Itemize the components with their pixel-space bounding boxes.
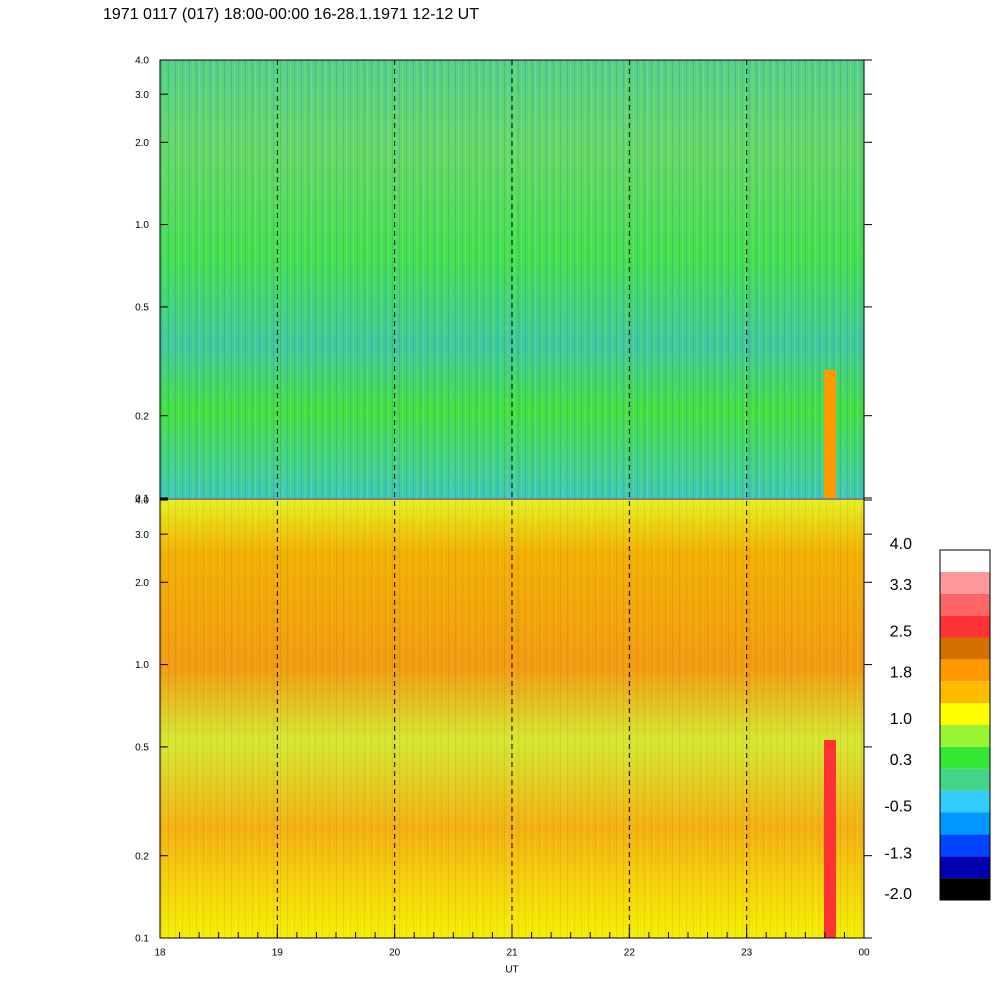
colorbar-tick-label: 2.5 <box>890 624 912 641</box>
colorbar-cell <box>940 725 990 747</box>
x-tick-label: 22 <box>624 948 636 959</box>
x-tick-label: 18 <box>154 948 166 959</box>
colorbar-cell <box>940 681 990 704</box>
y-tick-label: 0.2 <box>135 851 149 862</box>
colorbar-tick-label: 1.8 <box>890 665 912 682</box>
y-tick-label: 2.0 <box>135 138 149 149</box>
colorbar-tick-label: -0.5 <box>884 799 912 816</box>
colorbar-cell <box>940 746 990 769</box>
y-tick-label: 3.0 <box>135 90 149 101</box>
y-tick-label: 0.1 <box>135 934 149 945</box>
colorbar-tick-label: 4.0 <box>890 536 912 553</box>
x-tick-label: 20 <box>389 948 401 959</box>
colorbar-tick-label: 0.3 <box>890 752 912 769</box>
y-tick-label: 1.0 <box>135 220 149 231</box>
x-tick-label: 23 <box>741 948 753 959</box>
colorbar-cell <box>940 878 990 900</box>
x-tick-label: 21 <box>506 948 518 959</box>
colorbar-tick-label: 1.0 <box>890 711 912 728</box>
colorbar-cell <box>940 571 990 594</box>
colorbar-cell <box>940 790 990 813</box>
y-tick-label: 4.0 <box>135 56 149 67</box>
y-tick-label: 2.0 <box>135 578 149 589</box>
colorbar-tick-label: 3.3 <box>890 577 912 594</box>
colorbar-frame <box>939 549 991 901</box>
colorbar-cell <box>940 637 990 660</box>
y-tick-label: 3.0 <box>135 530 149 541</box>
y-tick-label: 0.2 <box>135 411 149 422</box>
colorbar-cell <box>940 659 990 682</box>
y-tick-label: 0.5 <box>135 303 149 314</box>
y-tick-label: 0.1 <box>135 494 149 505</box>
y-tick-label: 0.5 <box>135 743 149 754</box>
colorbar-cell <box>940 812 990 835</box>
colorbar-cell <box>940 768 990 791</box>
y-tick-label: 1.0 <box>135 660 149 671</box>
colorbar-cell <box>940 856 990 879</box>
burst <box>824 370 836 498</box>
x-axis-label: UT <box>505 965 518 976</box>
burst <box>824 740 836 938</box>
colorbar-cell <box>940 703 990 725</box>
colorbar-tick-label: -1.3 <box>884 845 912 862</box>
colorbar-cell <box>940 615 990 638</box>
colorbar-cell <box>940 834 990 857</box>
chart-title: 1971 0117 (017) 18:00-00:00 16-28.1.1971… <box>103 6 479 23</box>
colorbar-tick-label: -2.0 <box>884 886 912 903</box>
colorbar-cell <box>940 550 990 572</box>
y-tick-label: 4.0 <box>135 496 149 507</box>
x-tick-label: 00 <box>858 948 870 959</box>
x-tick-label: 19 <box>272 948 284 959</box>
colorbar-cell <box>940 593 990 616</box>
